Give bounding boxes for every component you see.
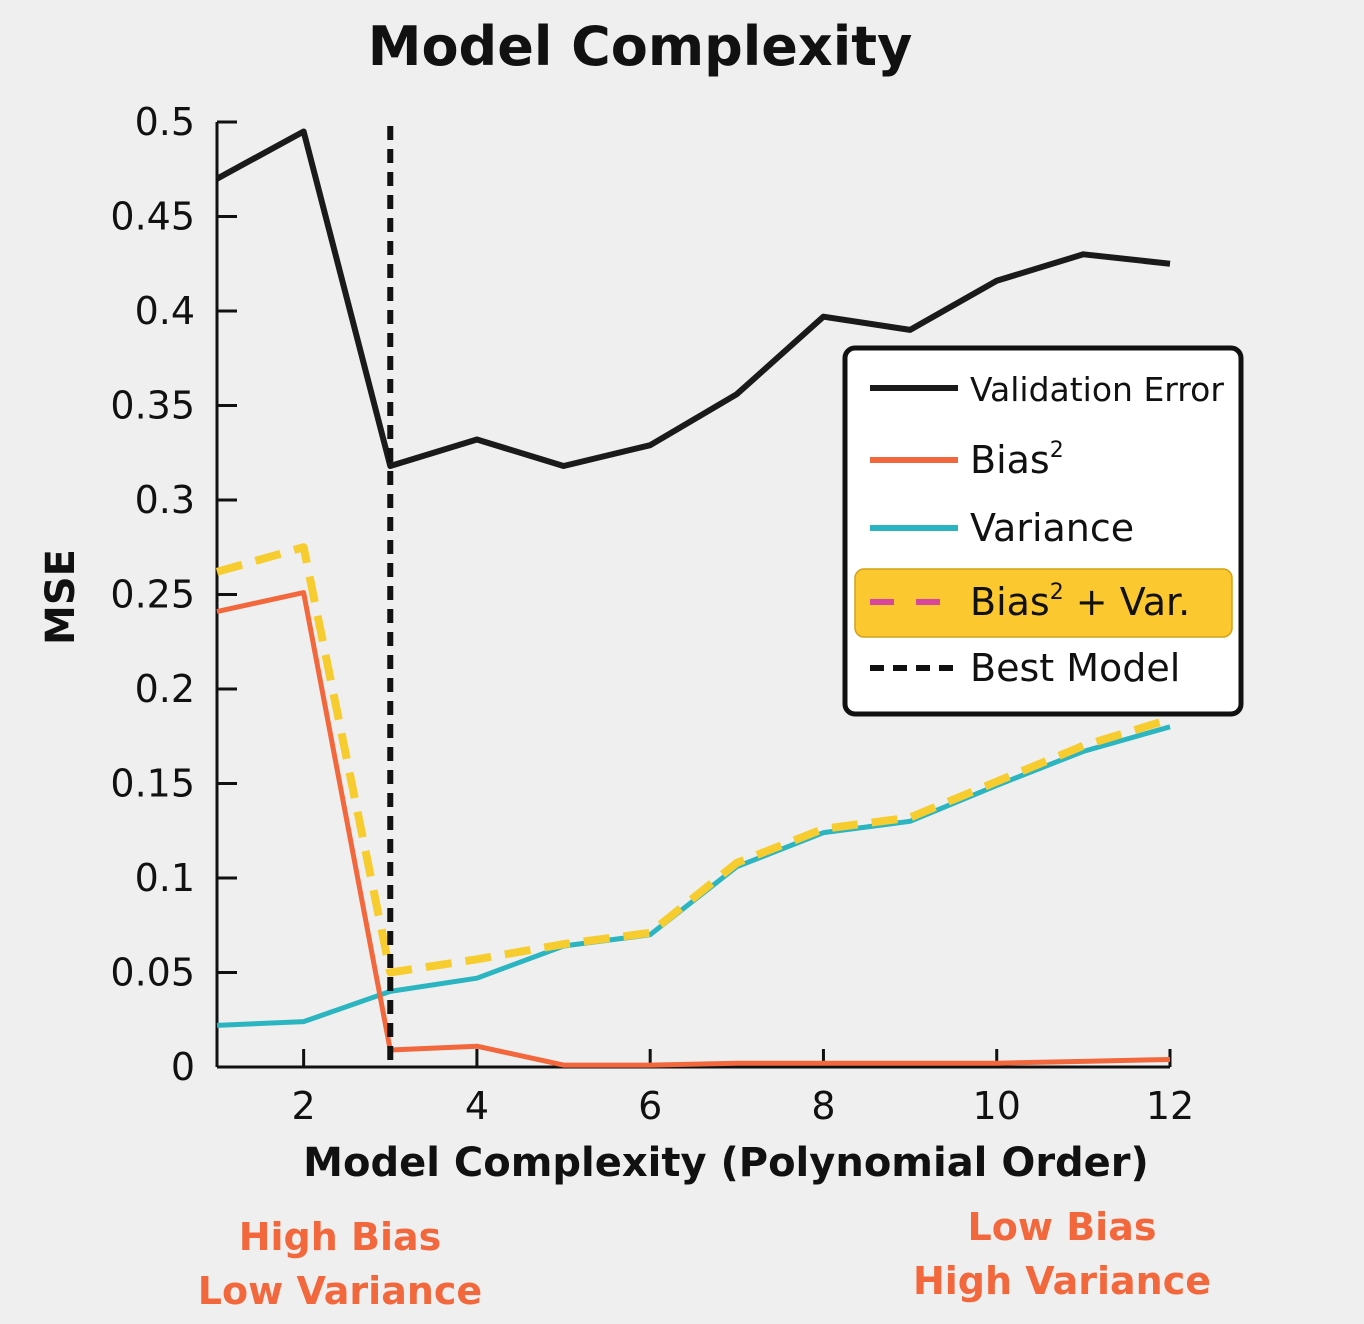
annotation-line: High Bias — [239, 1215, 442, 1259]
series-line-3 — [215, 543, 1172, 977]
legend-label-text-post: + Var. — [1064, 580, 1191, 624]
y-tick-label: 0.4 — [135, 289, 195, 333]
y-tick-label: 0.5 — [135, 100, 195, 144]
y-tick-label: 0 — [171, 1045, 195, 1089]
axes: 0 0.05 0.1 0.15 0.2 0.25 0.3 0.35 0.4 0.45 0.5 2 4 6 8… — [110, 100, 1194, 1128]
series-line-1 — [216, 590, 1171, 1068]
y-axis-label: MSE — [38, 549, 84, 645]
y-tick-label: 0.3 — [135, 478, 195, 522]
legend-highlight — [854, 568, 1233, 638]
chart-title: Model Complexity — [368, 15, 913, 78]
legend-label-text: Variance — [970, 506, 1134, 550]
annotation-line: High Variance — [913, 1259, 1211, 1303]
y-tick-label: 0.35 — [110, 384, 195, 428]
legend-label-1: Bias2 — [970, 438, 1064, 482]
series-line-0 — [215, 128, 1171, 469]
y-tick-label: 0.45 — [110, 195, 195, 239]
x-tick-label: 10 — [973, 1084, 1021, 1128]
legend-label-text: Best Model — [970, 646, 1180, 690]
x-tick-label: 12 — [1146, 1084, 1194, 1128]
y-tick-label: 0.25 — [110, 573, 195, 617]
series-layer — [215, 126, 1172, 1068]
legend-label-0: Validation Error — [970, 370, 1224, 409]
y-tick-label: 0.05 — [110, 951, 195, 995]
annotation-line: Low Bias — [968, 1205, 1157, 1249]
legend-label-3: Bias2 + Var. — [970, 580, 1190, 624]
y-tick-label: 0.15 — [110, 762, 195, 806]
legend-label-sup: 2 — [1050, 438, 1064, 463]
legend-label-2: Variance — [970, 506, 1134, 550]
legend-label-text: Bias — [970, 438, 1050, 482]
legend-label-text: Validation Error — [970, 370, 1224, 409]
y-tick-label: 0.2 — [135, 667, 195, 711]
x-tick-label: 2 — [292, 1084, 316, 1128]
x-axis-label: Model Complexity (Polynomial Order) — [303, 1140, 1149, 1186]
annotations: High Bias Low Variance Low Bias High Varian… — [198, 1205, 1211, 1313]
legend-label-4: Best Model — [970, 646, 1180, 690]
x-tick-label: 8 — [811, 1084, 835, 1128]
y-tick-label: 0.1 — [135, 856, 195, 900]
legend-label-text: Bias — [970, 580, 1050, 624]
annotation-line: Low Variance — [198, 1269, 482, 1313]
x-tick-label: 6 — [638, 1084, 662, 1128]
legend-label-sup: 2 — [1050, 580, 1064, 605]
x-tick-label: 4 — [465, 1084, 489, 1128]
